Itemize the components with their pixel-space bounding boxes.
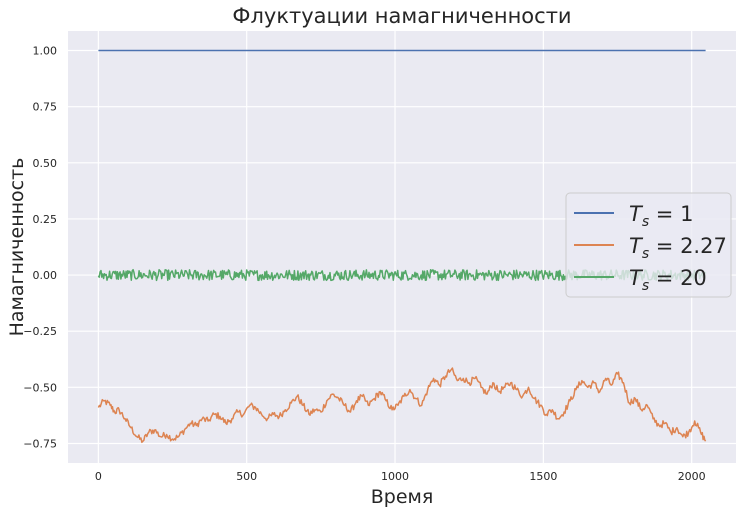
chart-title: Флуктуации намагниченности: [232, 4, 571, 28]
y-axis-ticks: −0.75 −0.50 −0.25 0.00 0.25 0.50 0.75 1.00: [23, 45, 57, 451]
y-tick-label: 1.00: [33, 45, 58, 58]
legend-subscript: s: [642, 214, 649, 230]
legend-label-2: Ts = 20: [629, 266, 707, 294]
legend-subscript: s: [642, 246, 649, 262]
x-axis-ticks: 0 500 1000 1500 2000: [95, 470, 706, 483]
x-tick-label: 500: [236, 470, 257, 483]
legend-value: = 20: [649, 266, 707, 290]
legend-value: = 1: [649, 202, 693, 226]
y-tick-label: 0.00: [33, 269, 58, 282]
x-axis-label: Время: [371, 486, 434, 508]
series-line-1: [97, 367, 707, 444]
y-tick-label: −0.75: [23, 437, 57, 450]
x-tick-label: 2000: [678, 470, 706, 483]
y-tick-label: 0.75: [33, 101, 58, 114]
y-tick-label: −0.25: [23, 325, 57, 338]
x-tick-label: 0: [95, 470, 102, 483]
x-tick-label: 1500: [529, 470, 557, 483]
legend-subscript: s: [642, 278, 649, 294]
legend-symbol: T: [629, 202, 644, 226]
y-tick-label: 0.25: [33, 213, 58, 226]
y-tick-label: −0.50: [23, 381, 57, 394]
legend-box: [565, 192, 732, 298]
legend-symbol: T: [629, 234, 644, 258]
y-axis-label: Намагниченность: [6, 158, 28, 337]
legend-symbol: T: [629, 266, 644, 290]
legend-label-0: Ts = 1: [629, 202, 693, 230]
legend-value: = 2.27: [649, 234, 727, 258]
x-tick-label: 1000: [381, 470, 409, 483]
y-tick-label: 0.50: [33, 157, 58, 170]
legend-label-1: Ts = 2.27: [629, 234, 727, 262]
